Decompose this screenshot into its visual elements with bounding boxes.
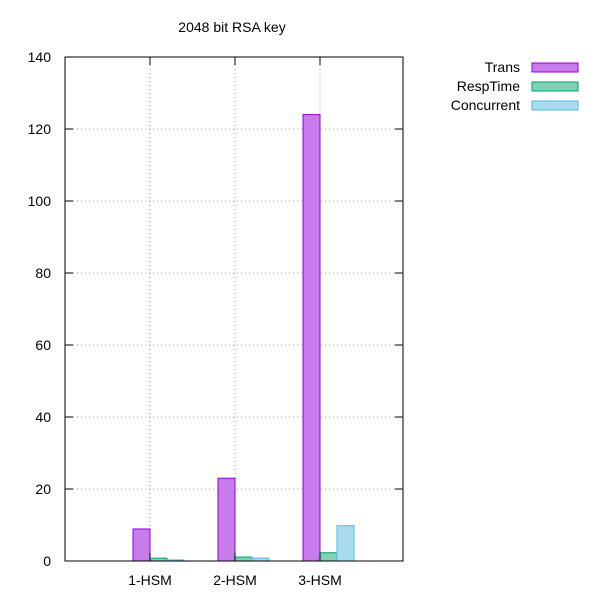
bar-resptime-2-hsm	[234, 556, 253, 562]
chart-title: 2048 bit RSA key	[178, 19, 285, 35]
axis-ticks: 0 20 40 60 80 100 120 140 1-HSM 2-HSM 3-HSM	[28, 49, 403, 588]
plot-frame	[64, 56, 404, 562]
y-tick-label: 0	[43, 553, 51, 569]
bar-trans-1-hsm	[132, 528, 151, 562]
x-tick-label: 2-HSM	[213, 572, 257, 588]
y-tick-label: 80	[35, 265, 51, 281]
bars	[132, 114, 355, 562]
bar-concurrent-3-hsm	[336, 525, 355, 562]
y-tick-label: 140	[28, 49, 52, 65]
legend-label: RespTime	[457, 78, 520, 94]
bar-resptime-3-hsm	[319, 552, 338, 562]
bar-trans-2-hsm	[217, 477, 236, 562]
legend-label: Concurrent	[451, 97, 520, 113]
legend-label: Trans	[485, 59, 520, 75]
y-tick-label: 40	[35, 409, 51, 425]
legend: Trans RespTime Concurrent	[451, 59, 579, 113]
legend-swatch	[531, 81, 579, 92]
x-tick-label: 1-HSM	[128, 572, 172, 588]
y-tick-label: 120	[28, 121, 52, 137]
legend-swatch	[531, 62, 579, 73]
y-tick-label: 100	[28, 193, 52, 209]
y-tick-label: 60	[35, 337, 51, 353]
bar-trans-3-hsm	[302, 114, 321, 562]
y-tick-label: 20	[35, 481, 51, 497]
legend-swatch	[531, 100, 579, 111]
x-tick-label: 3-HSM	[298, 572, 342, 588]
